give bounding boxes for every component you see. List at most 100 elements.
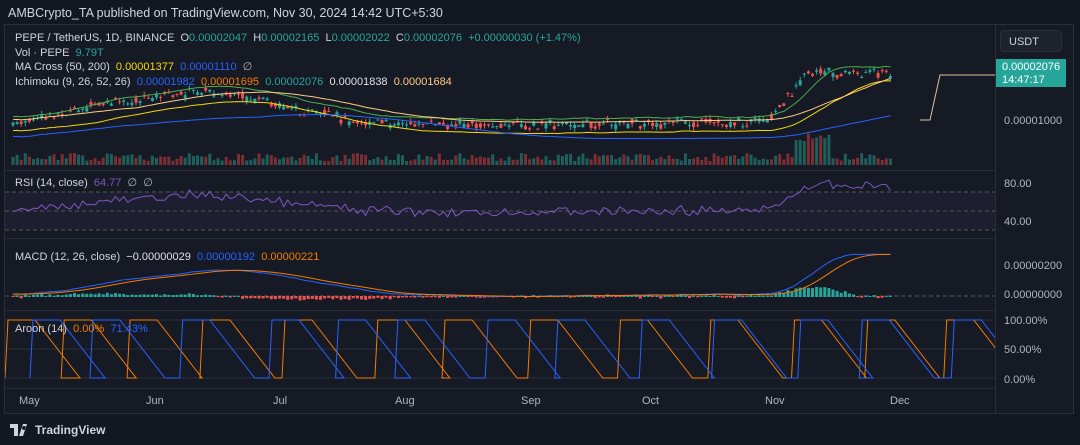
aroon-label[interactable]: Aroon (14) [15, 323, 67, 335]
volume-bar [175, 158, 179, 165]
macd-histogram-bar [474, 296, 478, 298]
volume-bar [741, 156, 745, 165]
volume-bar [372, 158, 376, 165]
macd-histogram-bar [302, 296, 306, 300]
volume-bar [257, 153, 261, 165]
last-price-label: 0.00002076 14:47:17 [996, 59, 1066, 87]
aroon-axis[interactable]: 100.00% 50.00% 0.00% [995, 310, 1074, 413]
price-pane[interactable]: PEPE / TetherUS, 1D, BINANCE O0.00002047… [5, 25, 995, 171]
volume-bar [745, 153, 749, 165]
volume-bar [614, 159, 618, 165]
macd-histogram-bar [85, 293, 89, 297]
macd-label[interactable]: MACD (12, 26, close) [15, 251, 121, 263]
candle [290, 106, 294, 109]
macd-histogram-bar [794, 288, 798, 297]
candle [253, 98, 257, 104]
volume-value: 9.79T [75, 46, 104, 59]
macd-histogram-bar [872, 295, 876, 297]
candle [585, 119, 589, 121]
candle [462, 123, 466, 129]
candle [261, 97, 265, 100]
high-value: 0.00002165 [261, 32, 320, 44]
macd-histogram-bar [421, 296, 425, 298]
candle [323, 109, 327, 115]
macd-histogram-bar [470, 296, 474, 298]
volume-bar [860, 153, 864, 165]
macd-histogram-bar [298, 296, 302, 301]
ma-cross-label[interactable]: MA Cross (50, 200) [15, 61, 110, 73]
price-axis[interactable]: 0.00001000 [995, 25, 1074, 170]
open-label: O [180, 32, 190, 44]
volume-bar [729, 155, 732, 165]
candle [737, 117, 741, 121]
ichimoku-label[interactable]: Ichimoku (9, 26, 52, 26) [15, 75, 131, 88]
macd-histogram-bar [360, 296, 363, 300]
volume-bar [433, 159, 437, 165]
tradingview-logo[interactable]: TradingView [10, 423, 105, 437]
candle [89, 101, 93, 106]
change-value: +0.00000030 (+1.47%) [468, 32, 581, 44]
candle [675, 118, 679, 120]
candle [552, 126, 556, 130]
volume-bar [552, 160, 556, 165]
volume-bar [565, 154, 568, 165]
volume-bar [782, 159, 786, 165]
candle [429, 120, 433, 122]
candle [819, 68, 823, 74]
macd-histogram-bar [852, 294, 855, 297]
candle [241, 93, 245, 99]
symbol-title[interactable]: PEPE / TetherUS, 1D, BINANCE [15, 32, 175, 44]
volume-bar [462, 158, 466, 165]
rsi-pane[interactable]: RSI (14, close) 64.77 ∅ ∅ [5, 170, 995, 239]
volume-bar [339, 160, 343, 165]
macd-pane[interactable]: MACD (12, 26, close) −0.00000029 0.00000… [5, 238, 995, 311]
macd-histogram-bar [36, 294, 40, 297]
macd-histogram-bar [446, 296, 450, 298]
macd-axis[interactable]: 0.00000200 0.00000000 [995, 238, 1074, 310]
time-axis[interactable]: May Jun Jul Aug Sep Oct Nov Dec [5, 389, 995, 413]
rsi-axis[interactable]: 80.00 40.00 [995, 170, 1074, 238]
candle [794, 85, 798, 87]
volume-bar [421, 159, 425, 165]
candle [204, 87, 208, 91]
candle [335, 112, 339, 116]
volume-bar [163, 156, 167, 165]
aroon-pane[interactable]: Aroon (14) 0.00% 71.43% [5, 310, 995, 389]
candle [569, 124, 573, 127]
macd-histogram-bar [208, 295, 212, 297]
candle [360, 122, 363, 124]
volume-bar [327, 160, 331, 165]
macd-histogram-bar [146, 294, 150, 297]
macd-histogram-bar [290, 296, 294, 300]
volume-bar [376, 157, 380, 165]
macd-histogram-bar [802, 287, 806, 297]
macd-histogram-bar [343, 296, 347, 299]
volume-label[interactable]: Vol · PEPE [15, 46, 70, 59]
aroon-tick: 50.00% [1004, 344, 1042, 356]
rsi-label[interactable]: RSI (14, close) [15, 177, 88, 189]
volume-bar [237, 154, 240, 165]
macd-histogram-bar [831, 289, 835, 297]
volume-bar [220, 160, 224, 165]
candle [511, 122, 515, 124]
candle [581, 124, 585, 127]
candle [142, 95, 146, 97]
volume-bar [380, 159, 384, 165]
macd-histogram-bar [671, 296, 675, 298]
chart-frame[interactable]: PEPE / TetherUS, 1D, BINANCE O0.00002047… [4, 24, 1074, 414]
macd-histogram-bar [204, 294, 208, 297]
candle [196, 92, 199, 95]
volume-bar [466, 159, 470, 165]
candle [700, 118, 704, 120]
macd-histogram-bar [310, 296, 314, 299]
macd-histogram-bar [331, 296, 335, 300]
macd-histogram-bar [843, 291, 847, 297]
volume-bar [577, 156, 581, 165]
volume-bar [343, 154, 347, 165]
volume-bar [495, 160, 499, 165]
currency-button[interactable]: USDT [1000, 30, 1062, 52]
candle [220, 95, 224, 97]
macd-histogram-bar [483, 296, 486, 298]
macd-histogram-bar [737, 295, 741, 297]
published-header: AMBCrypto_TA published on TradingView.co… [8, 6, 443, 20]
